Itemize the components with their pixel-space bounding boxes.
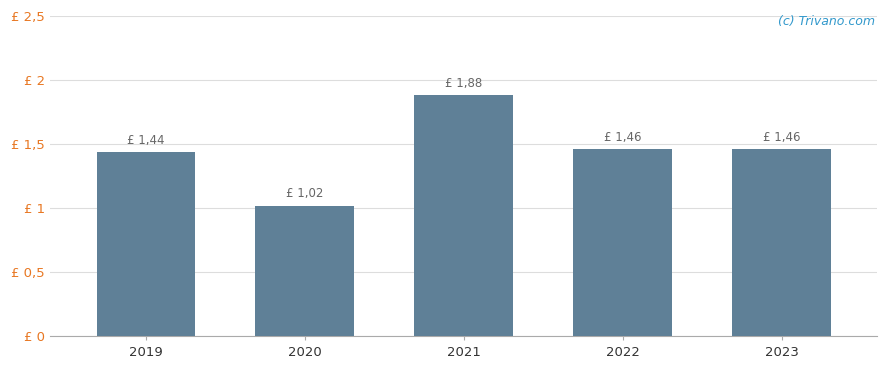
Bar [733, 149, 831, 336]
Bar [574, 149, 672, 336]
Bar [97, 152, 195, 336]
Text: £ 1,44: £ 1,44 [127, 134, 164, 147]
Text: £ 1,88: £ 1,88 [445, 77, 482, 90]
Text: £ 1,46: £ 1,46 [763, 131, 800, 144]
Text: (c) Trivano.com: (c) Trivano.com [778, 15, 875, 28]
Bar [415, 95, 513, 336]
Text: £ 1,46: £ 1,46 [604, 131, 641, 144]
Bar [256, 206, 354, 336]
Text: £ 1,02: £ 1,02 [286, 188, 323, 201]
